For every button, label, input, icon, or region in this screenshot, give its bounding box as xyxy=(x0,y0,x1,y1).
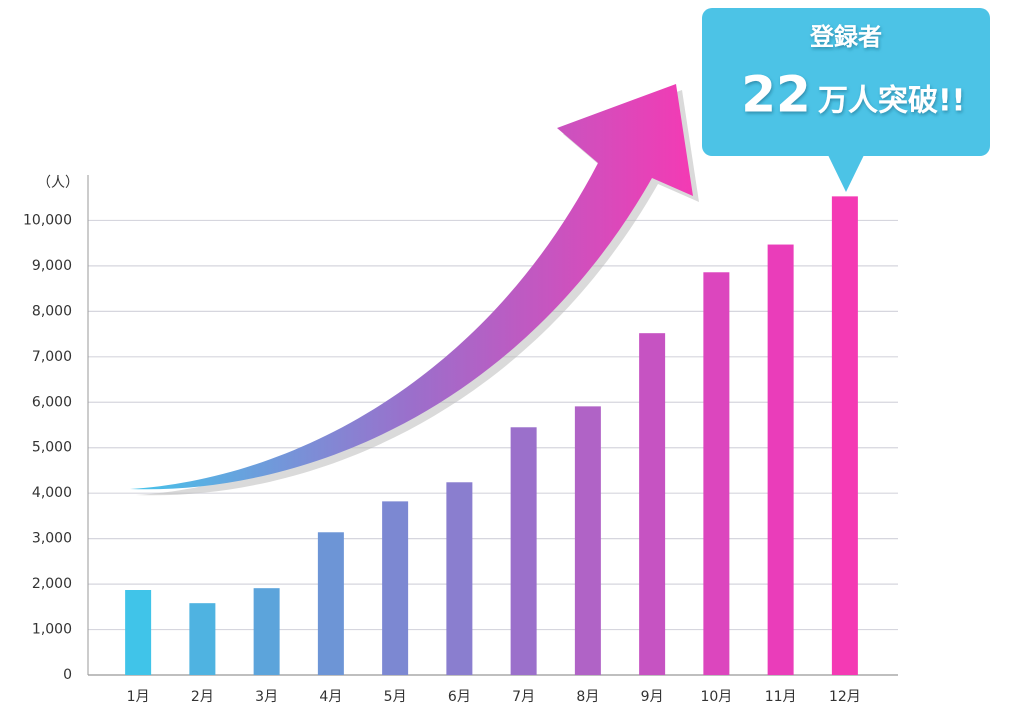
x-tick-label: 10月 xyxy=(700,689,732,705)
x-tick-label: 6月 xyxy=(448,689,471,705)
bar xyxy=(189,603,216,675)
y-tick-label: 6,000 xyxy=(32,394,72,410)
y-tick-label: 1,000 xyxy=(32,622,72,638)
callout-suffix: 万人突破!! xyxy=(818,84,965,119)
bar xyxy=(639,333,666,675)
bar xyxy=(831,196,858,675)
callout-heading: 登録者 xyxy=(809,23,882,51)
callout: 登録者 22 万人突破!! xyxy=(702,8,990,192)
callout-number: 22 xyxy=(741,66,811,124)
y-tick-label: 9,000 xyxy=(32,258,72,274)
bar xyxy=(125,590,152,675)
x-tick-label: 1月 xyxy=(127,689,150,705)
x-tick-label: 9月 xyxy=(641,689,664,705)
bar xyxy=(317,532,344,675)
x-tick-label: 4月 xyxy=(319,689,342,705)
y-tick-label: 4,000 xyxy=(32,485,72,501)
x-tick-label: 8月 xyxy=(576,689,599,705)
y-tick-label: 8,000 xyxy=(32,303,72,319)
y-tick-label: 5,000 xyxy=(32,440,72,456)
bar xyxy=(574,406,601,675)
bar xyxy=(767,244,794,675)
bar xyxy=(253,588,280,675)
y-tick-label: 3,000 xyxy=(32,531,72,547)
y-tick-label: 7,000 xyxy=(32,349,72,365)
growth-arrow xyxy=(130,84,693,490)
x-tick-label: 12月 xyxy=(829,689,861,705)
y-tick-label: 0 xyxy=(63,667,72,683)
y-tick-label: 10,000 xyxy=(23,212,72,228)
x-tick-label: 11月 xyxy=(765,689,797,705)
x-tick-label: 2月 xyxy=(191,689,214,705)
callout-box xyxy=(702,8,990,156)
y-tick-label: 2,000 xyxy=(32,576,72,592)
x-tick-label: 5月 xyxy=(384,689,407,705)
bar xyxy=(446,482,473,675)
bar xyxy=(510,427,537,675)
callout-pointer xyxy=(828,155,864,192)
bar xyxy=(703,272,730,675)
bar xyxy=(382,501,409,675)
x-tick-label: 7月 xyxy=(512,689,535,705)
x-tick-label: 3月 xyxy=(255,689,278,705)
y-axis-label: （人） xyxy=(37,175,79,191)
